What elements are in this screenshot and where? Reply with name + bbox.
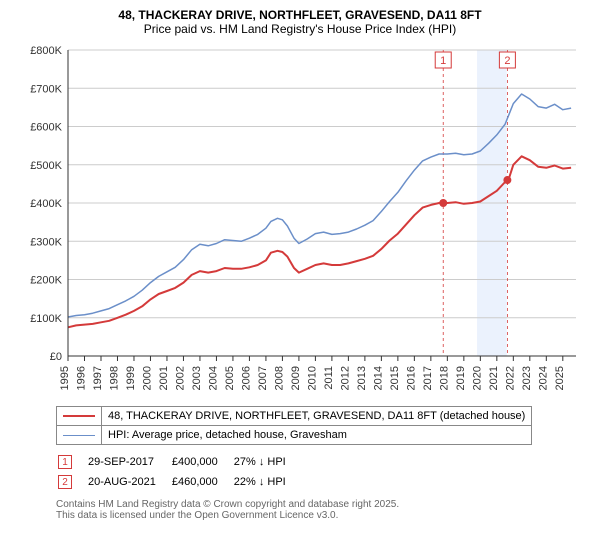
svg-text:2003: 2003 bbox=[191, 366, 203, 390]
svg-text:£600K: £600K bbox=[30, 122, 62, 134]
chart-svg: £0 £100K £200K £300K £400K £500K £600K £700K £80… bbox=[20, 42, 580, 402]
svg-text:2021: 2021 bbox=[488, 366, 500, 390]
svg-text:2: 2 bbox=[504, 55, 510, 67]
svg-text:2012: 2012 bbox=[339, 366, 351, 390]
svg-text:1999: 1999 bbox=[125, 366, 137, 390]
svg-text:2004: 2004 bbox=[207, 366, 219, 390]
legend-swatch-1 bbox=[63, 435, 95, 436]
legend-label-0: 48, THACKERAY DRIVE, NORTHFLEET, GRAVESE… bbox=[102, 407, 532, 426]
marker-delta: 22% ↓ HPI bbox=[234, 473, 300, 491]
legend-label-1: HPI: Average price, detached house, Grav… bbox=[102, 426, 532, 445]
svg-text:£400K: £400K bbox=[30, 198, 62, 210]
chart-container: £0 £100K £200K £300K £400K £500K £600K £700K £80… bbox=[20, 42, 580, 402]
svg-text:1: 1 bbox=[440, 55, 446, 67]
svg-text:£800K: £800K bbox=[30, 45, 62, 57]
svg-text:£0: £0 bbox=[50, 351, 62, 363]
svg-text:£300K: £300K bbox=[30, 236, 62, 248]
chart-title-line1: 48, THACKERAY DRIVE, NORTHFLEET, GRAVESE… bbox=[8, 8, 592, 22]
svg-text:2009: 2009 bbox=[290, 366, 302, 390]
svg-text:2023: 2023 bbox=[521, 366, 533, 390]
marker-delta: 27% ↓ HPI bbox=[234, 453, 300, 471]
svg-text:1995: 1995 bbox=[59, 366, 71, 390]
svg-text:2000: 2000 bbox=[141, 366, 153, 390]
marker-price: £400,000 bbox=[172, 453, 232, 471]
svg-text:2025: 2025 bbox=[554, 366, 566, 390]
svg-text:2024: 2024 bbox=[537, 366, 549, 390]
footer: Contains HM Land Registry data © Crown c… bbox=[56, 499, 592, 521]
legend-swatch-cell bbox=[57, 426, 102, 445]
svg-text:2007: 2007 bbox=[257, 366, 269, 390]
legend-swatch-cell bbox=[57, 407, 102, 426]
svg-text:2002: 2002 bbox=[174, 366, 186, 390]
svg-text:2011: 2011 bbox=[323, 366, 335, 390]
footer-line2: This data is licensed under the Open Gov… bbox=[56, 510, 592, 521]
legend-row: HPI: Average price, detached house, Grav… bbox=[57, 426, 532, 445]
svg-text:2018: 2018 bbox=[438, 366, 450, 390]
svg-text:2001: 2001 bbox=[158, 366, 170, 390]
svg-text:1997: 1997 bbox=[92, 366, 104, 390]
svg-text:1996: 1996 bbox=[75, 366, 87, 390]
marker-date: 29-SEP-2017 bbox=[88, 453, 170, 471]
svg-text:1998: 1998 bbox=[108, 366, 120, 390]
marker-id-cell: 1 bbox=[58, 453, 86, 471]
svg-text:£500K: £500K bbox=[30, 160, 62, 172]
legend-swatch-0 bbox=[63, 415, 95, 417]
svg-text:2014: 2014 bbox=[372, 366, 384, 390]
svg-text:2022: 2022 bbox=[504, 366, 516, 390]
svg-text:2020: 2020 bbox=[471, 366, 483, 390]
markers-table: 1 29-SEP-2017 £400,000 27% ↓ HPI 2 20-AU… bbox=[56, 451, 302, 493]
svg-text:2016: 2016 bbox=[405, 366, 417, 390]
svg-text:2010: 2010 bbox=[306, 366, 318, 390]
svg-text:2008: 2008 bbox=[273, 366, 285, 390]
svg-text:2017: 2017 bbox=[422, 366, 434, 390]
svg-text:£100K: £100K bbox=[30, 313, 62, 325]
marker-row: 1 29-SEP-2017 £400,000 27% ↓ HPI bbox=[58, 453, 300, 471]
svg-text:2019: 2019 bbox=[455, 366, 467, 390]
svg-text:£200K: £200K bbox=[30, 275, 62, 287]
svg-text:2005: 2005 bbox=[224, 366, 236, 390]
footer-line1: Contains HM Land Registry data © Crown c… bbox=[56, 499, 592, 510]
marker-price: £460,000 bbox=[172, 473, 232, 491]
marker-row: 2 20-AUG-2021 £460,000 22% ↓ HPI bbox=[58, 473, 300, 491]
svg-text:2015: 2015 bbox=[389, 366, 401, 390]
marker-box-2: 2 bbox=[58, 475, 72, 489]
svg-text:£700K: £700K bbox=[30, 83, 62, 95]
chart-title-line2: Price paid vs. HM Land Registry's House … bbox=[8, 22, 592, 36]
svg-text:2013: 2013 bbox=[356, 366, 368, 390]
marker-box-1: 1 bbox=[58, 455, 72, 469]
svg-text:2006: 2006 bbox=[240, 366, 252, 390]
marker-id-cell: 2 bbox=[58, 473, 86, 491]
legend-row: 48, THACKERAY DRIVE, NORTHFLEET, GRAVESE… bbox=[57, 407, 532, 426]
marker-date: 20-AUG-2021 bbox=[88, 473, 170, 491]
legend: 48, THACKERAY DRIVE, NORTHFLEET, GRAVESE… bbox=[56, 406, 532, 445]
